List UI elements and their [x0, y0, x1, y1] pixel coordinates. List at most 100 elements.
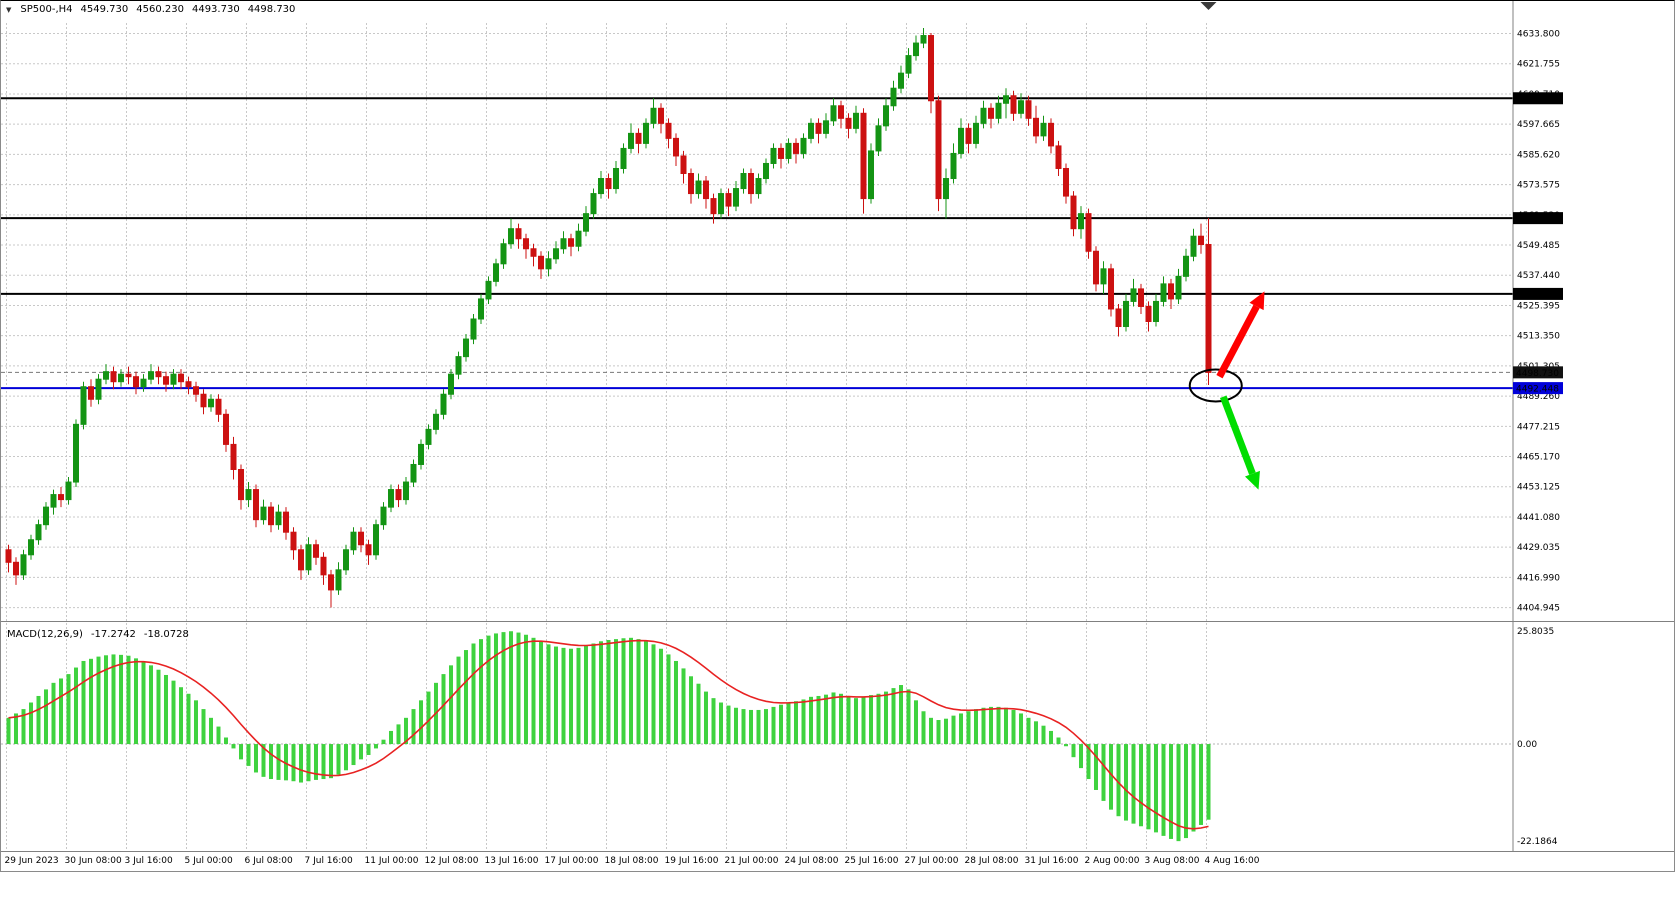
candle-body: [500, 243, 507, 265]
macd-bar: [1049, 730, 1053, 745]
macd-bar: [51, 682, 56, 745]
macd-bar: [501, 632, 506, 745]
candle-body: [1010, 95, 1017, 114]
price-chart[interactable]: 4633.8004621.7554609.7104597.6654585.620…: [1, 1, 1675, 872]
macd-bar: [906, 689, 911, 745]
price-tag-label: 4530.000: [1516, 290, 1559, 300]
macd-bar: [839, 693, 843, 745]
macd-bar: [254, 744, 258, 773]
bullish-scenario-arrow-shaft[interactable]: [1216, 304, 1260, 379]
macd-bar: [314, 744, 318, 780]
candle-body: [785, 142, 792, 159]
macd-bar: [1139, 744, 1143, 827]
macd-bar: [1109, 744, 1113, 810]
bearish-scenario-arrow-head[interactable]: [1244, 470, 1260, 490]
macd-bar: [194, 700, 198, 745]
time-axis-label: 21 Jul 00:00: [725, 856, 779, 866]
macd-signal-value: -18.0728: [143, 629, 189, 640]
candle-body: [920, 35, 927, 44]
candle-body: [1130, 288, 1137, 302]
price-tag-box[interactable]: [1513, 92, 1563, 105]
candle-body: [455, 356, 462, 375]
price-axis-label: 4489.260: [1517, 392, 1560, 402]
highlight-ellipse[interactable]: [1188, 368, 1243, 403]
time-axis-label: 3 Aug 08:00: [1145, 856, 1200, 866]
candle-body: [163, 376, 169, 385]
price-tag-box[interactable]: [1513, 287, 1563, 300]
bullish-scenario-arrow-head[interactable]: [1249, 291, 1265, 311]
candle-body: [245, 489, 252, 501]
candle-body: [193, 386, 199, 395]
candle-body: [425, 428, 432, 445]
time-axis-label: 27 Jul 00:00: [905, 856, 959, 866]
candle-body: [658, 107, 664, 124]
candle-body: [313, 544, 319, 558]
macd-bar: [876, 693, 881, 745]
macd-bar: [591, 643, 596, 745]
macd-bar: [306, 744, 311, 782]
macd-bar: [869, 695, 873, 745]
candle-body: [1040, 122, 1047, 137]
macd-bar: [1094, 744, 1098, 790]
macd-bar: [629, 637, 633, 745]
time-axis-label: 2 Aug 00:00: [1085, 856, 1140, 866]
macd-bar: [89, 658, 93, 745]
candle-body: [478, 298, 484, 320]
candle-body: [80, 386, 87, 425]
candle-body: [763, 162, 769, 180]
candle-body: [350, 531, 357, 551]
macd-bar: [156, 669, 161, 745]
macd-bar: [914, 700, 918, 745]
time-axis-label: 17 Jul 00:00: [545, 856, 599, 866]
macd-bar: [884, 691, 888, 745]
candle-body: [13, 561, 19, 576]
candle-body: [635, 132, 642, 144]
macd-histogram: [6, 631, 1211, 842]
candle-body: [178, 373, 184, 383]
macd-bar: [719, 702, 723, 745]
macd-bar: [1206, 744, 1211, 820]
price-tag-box[interactable]: [1513, 382, 1563, 395]
macd-scale-label: 25.8035: [1517, 627, 1554, 637]
macd-bar: [411, 709, 416, 745]
candle-body: [568, 238, 574, 247]
candle-body: [1168, 283, 1174, 300]
macd-main-value: -17.2742: [90, 629, 136, 640]
macd-bar: [471, 643, 476, 745]
candle-body: [823, 120, 829, 134]
price-tag-label: 4492.448: [1516, 385, 1559, 395]
chart-shift-marker[interactable]: [1200, 2, 1217, 10]
price-tag-box[interactable]: [1513, 212, 1563, 225]
candle-body: [643, 122, 649, 144]
candle-body: [148, 371, 154, 380]
macd-bar: [569, 648, 573, 745]
candle-body: [1055, 145, 1062, 169]
candle-body: [35, 524, 42, 541]
macd-bar: [1056, 737, 1061, 745]
macd-bar: [659, 648, 663, 745]
macd-bar: [696, 683, 701, 745]
candle-body: [845, 117, 852, 129]
candle-body: [335, 569, 342, 591]
candle-body: [200, 393, 207, 408]
macd-bar: [539, 641, 543, 745]
candle-body: [830, 105, 837, 122]
macd-bar: [381, 739, 386, 745]
time-axis-label: 25 Jul 16:00: [845, 856, 899, 866]
macd-bar: [479, 639, 483, 745]
macd-bar: [599, 641, 603, 745]
bearish-scenario-arrow-shaft[interactable]: [1219, 395, 1256, 475]
candle-body: [440, 393, 447, 415]
candle-body: [988, 107, 994, 119]
chart-dropdown-icon[interactable]: ▼: [6, 5, 12, 14]
candle-body: [418, 443, 424, 465]
macd-bar: [104, 655, 108, 745]
price-tag-box[interactable]: [1513, 366, 1563, 379]
candle-body: [230, 443, 237, 470]
macd-bar: [426, 691, 431, 745]
candle-body: [1018, 100, 1024, 114]
candle-body: [508, 228, 514, 245]
macd-bar: [36, 695, 41, 745]
macd-indicator-label: MACD(12,26,9) -17.2742 -18.0728: [7, 629, 189, 640]
candle-body: [598, 178, 604, 195]
